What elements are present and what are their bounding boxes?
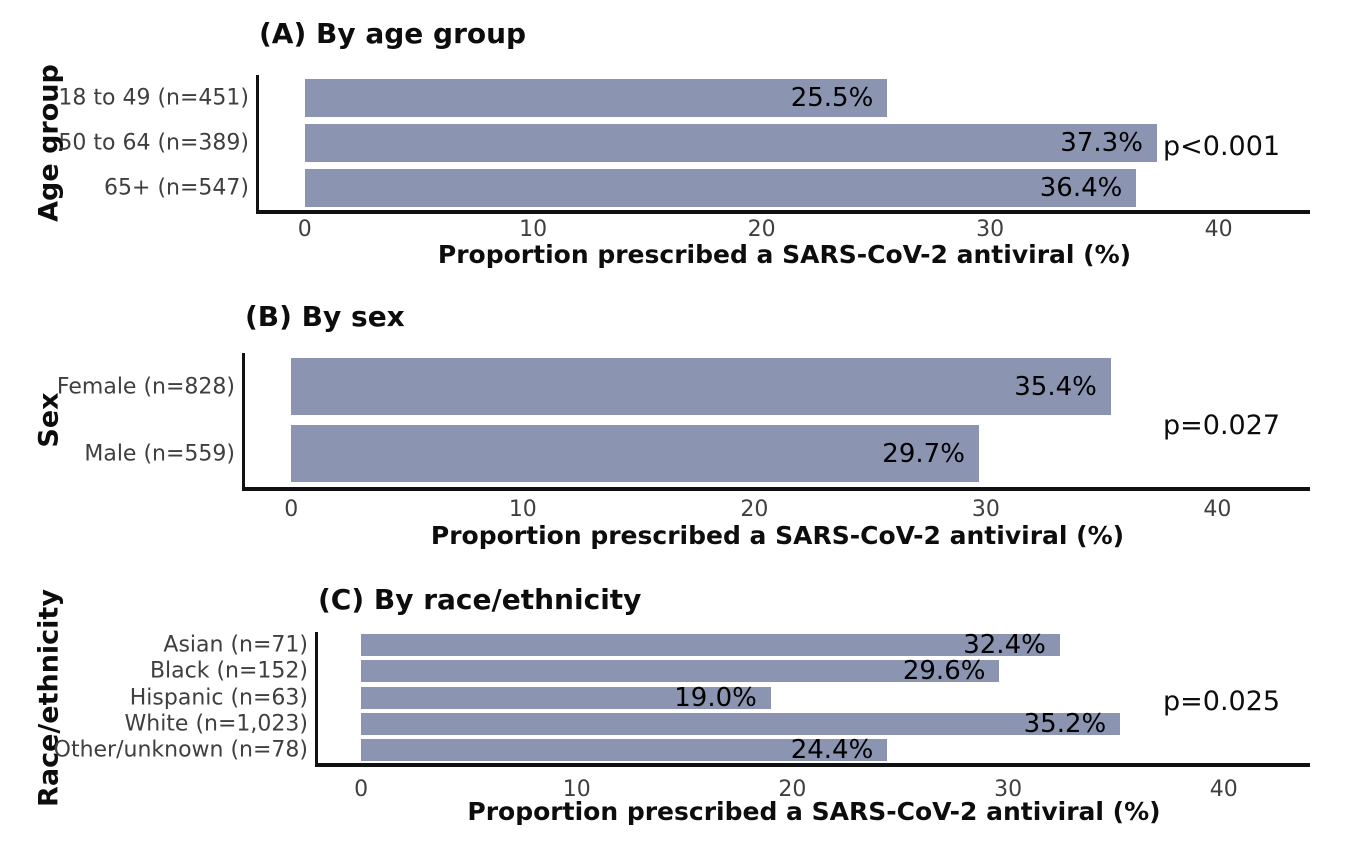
- x-tick-label: 20: [778, 777, 807, 802]
- x-tick-label: 40: [1203, 497, 1232, 522]
- panel-race-ethnicity: (C) By race/ethnicity Race/ethnicity Pro…: [0, 570, 1370, 860]
- bar: 37.3%: [304, 123, 1157, 162]
- x-tick-label: 30: [994, 777, 1023, 802]
- category-label: White (n=1,023): [124, 711, 309, 737]
- value-label: 35.4%: [1014, 371, 1097, 402]
- value-label: 35.2%: [1023, 708, 1107, 739]
- bar: 35.2%: [361, 709, 1121, 739]
- value-label: 36.4%: [1039, 172, 1123, 203]
- category-label: Female (n=828): [56, 374, 235, 399]
- x-axis-title: Proportion prescribed a SARS-CoV-2 antiv…: [437, 240, 1132, 269]
- y-axis-line: [315, 632, 318, 763]
- panel-age-group: (A) By age group Age group Proportion pr…: [0, 0, 1370, 280]
- x-tick-label: 40: [1204, 217, 1233, 242]
- value-label: 29.7%: [882, 438, 965, 469]
- y-axis-line: [256, 75, 259, 210]
- y-axis-label: Sex: [33, 392, 65, 448]
- x-tick-label: 20: [747, 217, 776, 242]
- bar: 29.7%: [291, 425, 979, 482]
- x-tick-label: 0: [284, 497, 299, 522]
- x-axis-line: [242, 487, 1310, 491]
- category-label: Hispanic (n=63): [129, 685, 308, 710]
- x-tick-label: 30: [976, 217, 1005, 242]
- value-label: 24.4%: [790, 734, 874, 765]
- x-tick-label: 40: [1209, 777, 1238, 802]
- x-tick-label: 10: [508, 497, 537, 522]
- bar: 25.5%: [304, 78, 888, 117]
- bar: 32.4%: [361, 630, 1060, 660]
- x-tick-label: 10: [562, 777, 591, 802]
- x-tick-label: 0: [297, 217, 312, 242]
- bar: 36.4%: [304, 168, 1137, 207]
- x-axis-title: Proportion prescribed a SARS-CoV-2 antiv…: [430, 521, 1125, 550]
- x-tick-label: 30: [971, 497, 1000, 522]
- bar: 29.6%: [361, 656, 1000, 686]
- category-label: 18 to 49 (n=451): [58, 85, 249, 110]
- x-axis-line: [256, 210, 1310, 214]
- p-value-annotation: p=0.025: [1163, 686, 1281, 717]
- x-axis-title: Proportion prescribed a SARS-CoV-2 antiv…: [467, 797, 1161, 826]
- value-label: 29.6%: [902, 656, 986, 687]
- category-label: Asian (n=71): [163, 632, 308, 658]
- x-axis-line: [315, 763, 1310, 767]
- value-label: 37.3%: [1060, 127, 1143, 158]
- panel-title: (A) By age group: [259, 17, 527, 50]
- panel-title: (B) By sex: [245, 300, 405, 333]
- bar: 19.0%: [361, 683, 771, 713]
- x-tick-label: 0: [354, 777, 369, 802]
- value-label: 32.4%: [963, 630, 1046, 661]
- x-tick-label: 20: [740, 497, 769, 522]
- category-label: 65+ (n=547): [104, 175, 249, 200]
- category-label: Other/unknown (n=78): [53, 737, 308, 763]
- p-value-annotation: p=0.027: [1163, 410, 1281, 441]
- panel-sex: (B) By sex Sex Proportion prescribed a S…: [0, 280, 1370, 570]
- panel-title: (C) By race/ethnicity: [318, 583, 642, 616]
- category-label: 50 to 64 (n=389): [58, 130, 249, 155]
- p-value-annotation: p<0.001: [1163, 131, 1281, 162]
- value-label: 19.0%: [674, 682, 757, 713]
- x-tick-label: 10: [519, 217, 548, 242]
- bar: 24.4%: [361, 735, 888, 765]
- y-axis-line: [242, 353, 245, 487]
- bar: 35.4%: [291, 358, 1111, 415]
- category-label: Black (n=152): [149, 658, 308, 684]
- value-label: 25.5%: [790, 82, 874, 113]
- category-label: Male (n=559): [84, 441, 235, 466]
